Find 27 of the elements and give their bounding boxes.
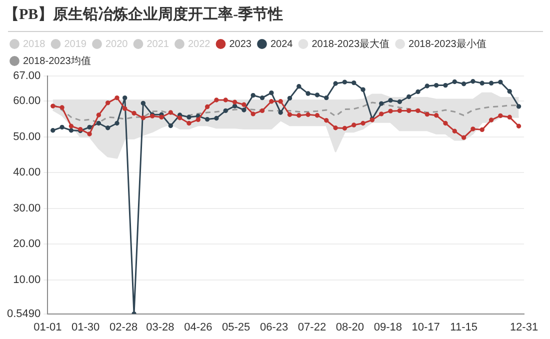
y-tick-label: 60.00	[13, 95, 41, 108]
x-tick-label: 03-28	[146, 321, 174, 334]
x-tick-label: 10-17	[412, 321, 440, 334]
legend-label: 2018-2023最大值	[312, 38, 390, 50]
x-tick-label: 04-26	[184, 321, 212, 334]
x-tick-label: 08-20	[336, 321, 364, 334]
x-tick-label: 01-01	[34, 321, 62, 334]
legend-label: 2024	[270, 38, 294, 50]
y-tick-label: 30.00	[13, 202, 41, 214]
x-tick-label: 12-31	[510, 321, 538, 334]
y-tick-label: 20.00	[13, 238, 41, 250]
y-tick-label: 0.5490	[6, 308, 41, 320]
y-tick-label: 50.00	[13, 130, 41, 143]
x-tick-label: 09-18	[374, 321, 402, 334]
x-tick-label: 06-23	[260, 321, 288, 334]
chart-title: 【PB】原生铅冶炼企业周度开工率-季节性	[4, 4, 284, 23]
x-tick-label: 01-30	[72, 321, 100, 334]
y-tick-label: 10.00	[13, 274, 41, 286]
legend-label: 2018-2023最小值	[408, 38, 486, 50]
x-tick-label: 02-28	[109, 321, 138, 334]
y-tick-label: 67.00	[13, 70, 41, 82]
x-tick-label: 07-22	[298, 321, 326, 334]
x-tick-label: 05-25	[222, 321, 250, 334]
legend-label: 2023	[229, 38, 252, 50]
x-tick-label: 11-15	[450, 321, 478, 334]
y-tick-label: 40.00	[13, 166, 41, 179]
legend-label: 2018-2023均值	[23, 54, 91, 67]
